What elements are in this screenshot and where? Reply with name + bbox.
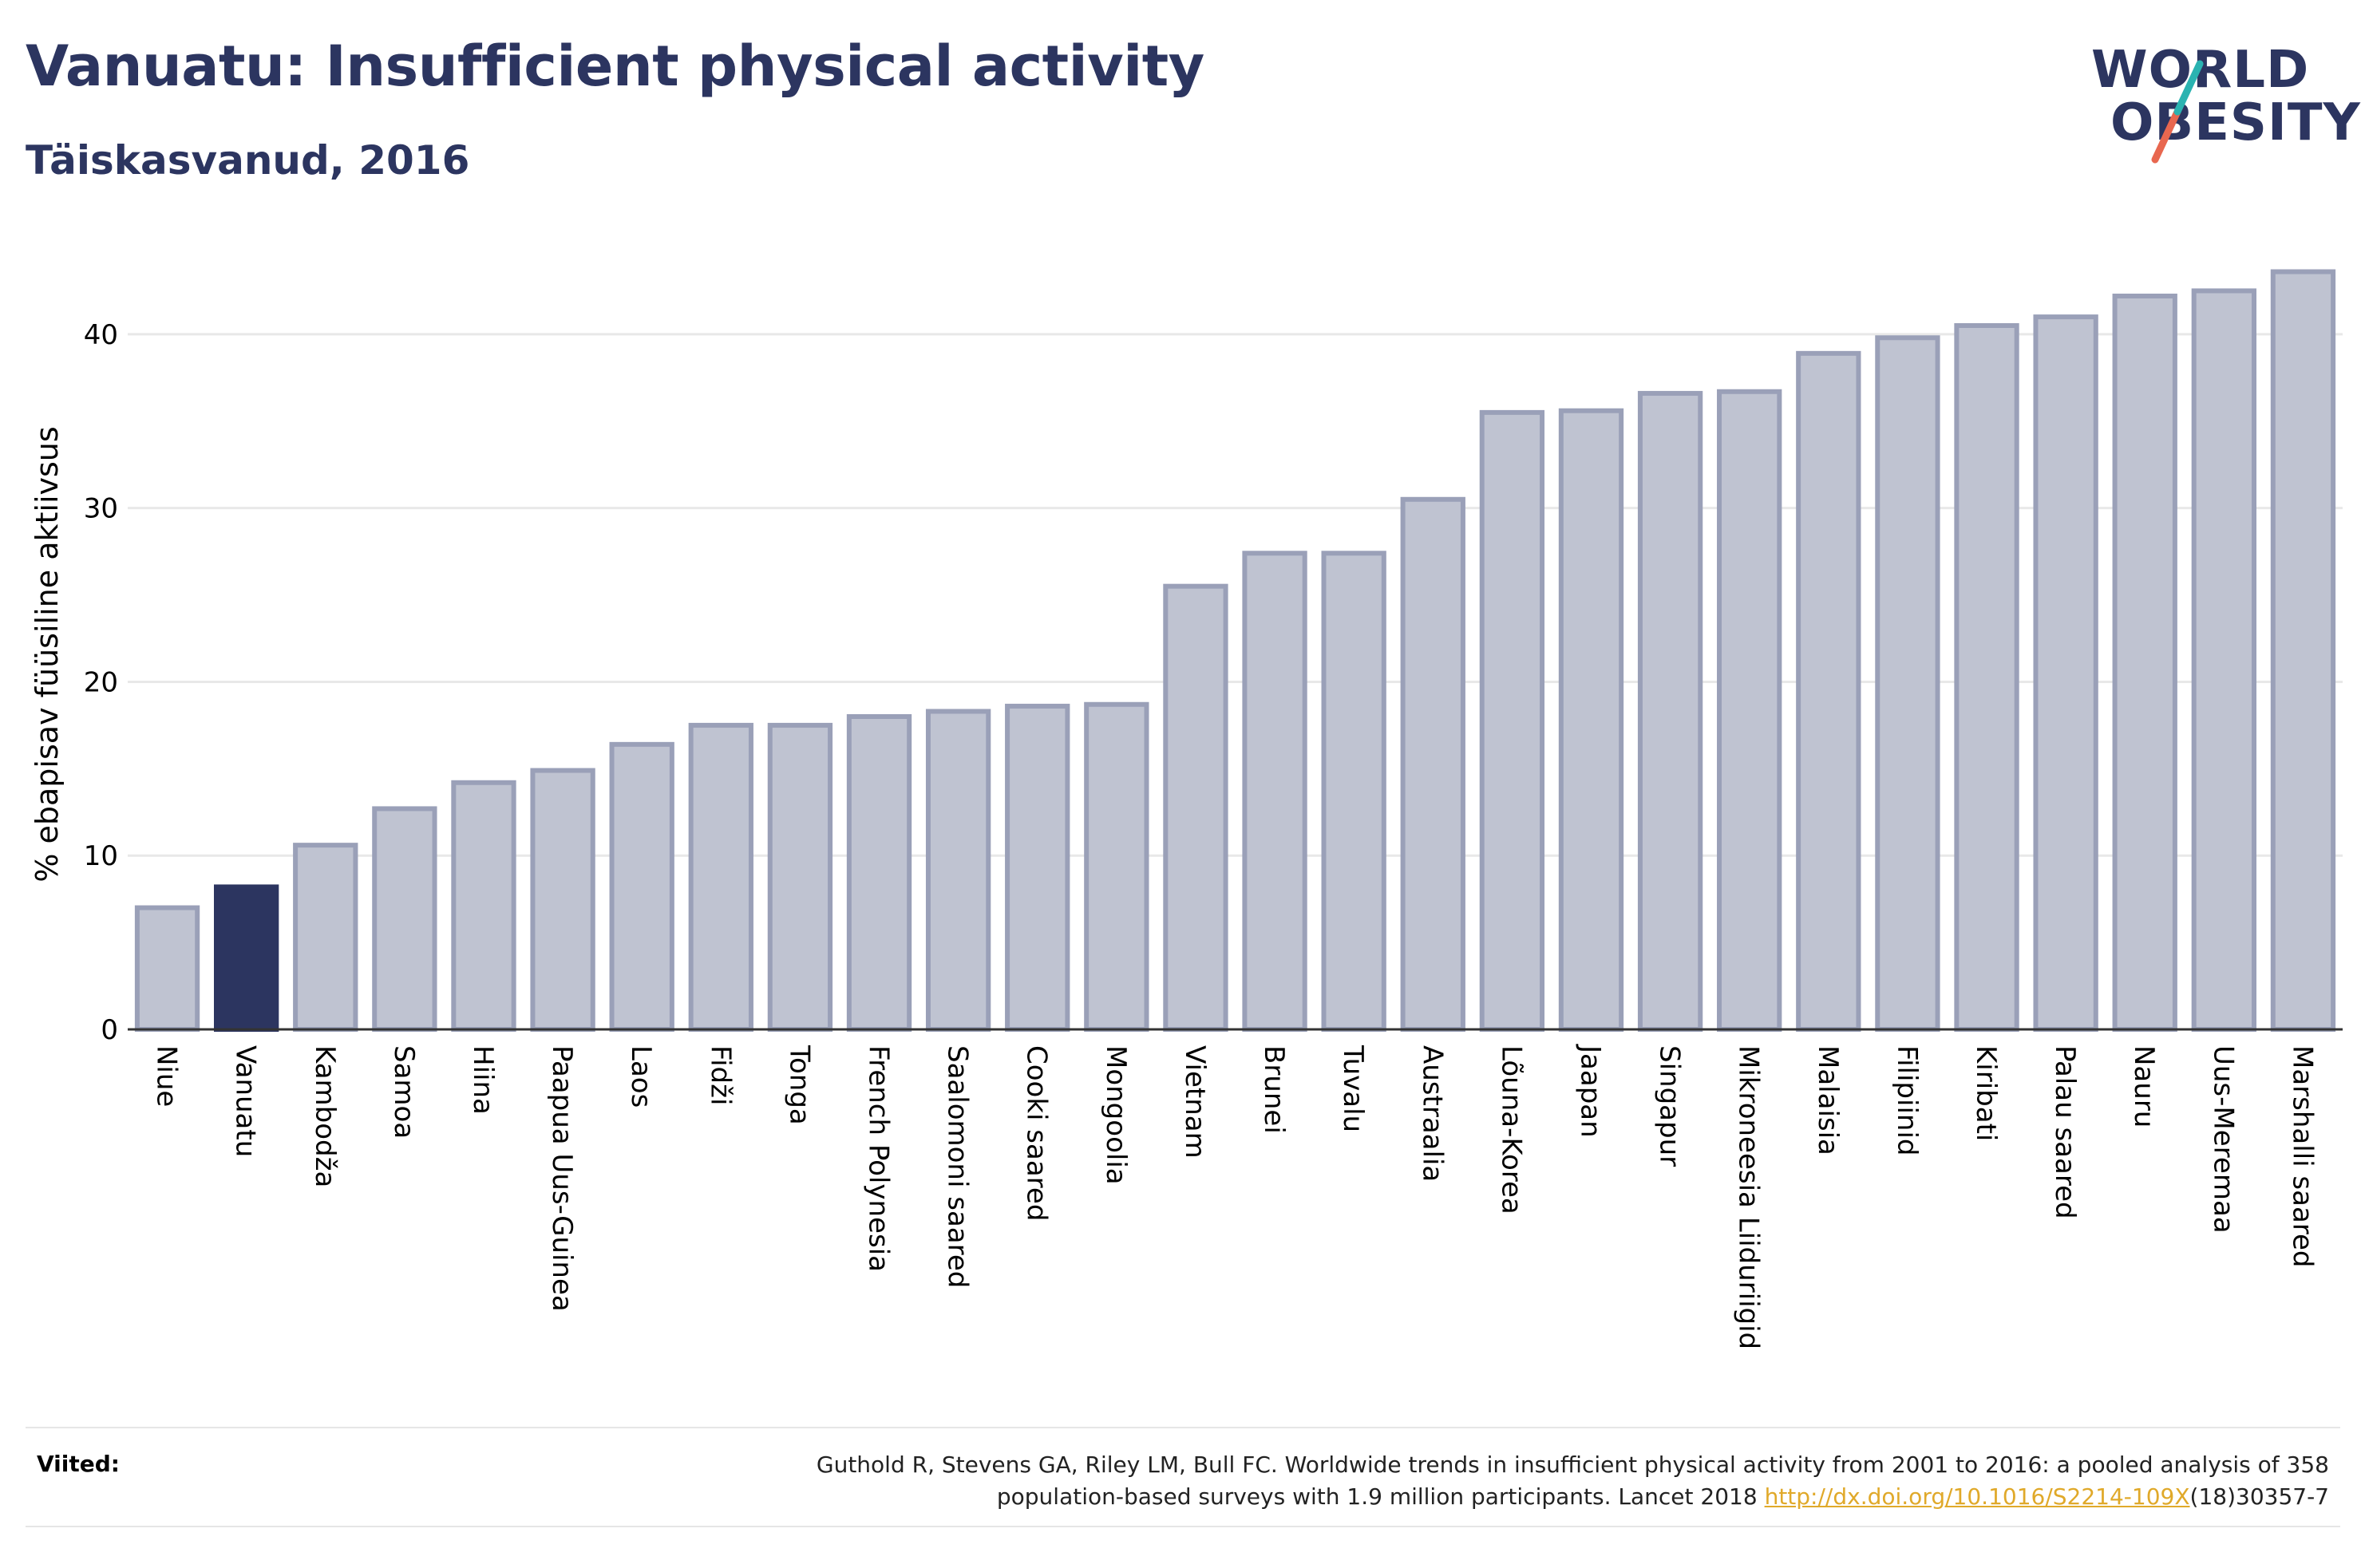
bar-uus-meremaa xyxy=(2191,288,2256,1032)
x-tick-label: Nauru xyxy=(2128,1045,2160,1128)
references-label: Viited: xyxy=(37,1451,120,1477)
bar-french-polynesia xyxy=(846,714,912,1032)
bars xyxy=(134,269,2336,1033)
x-tick-label: Samoa xyxy=(388,1045,420,1139)
x-tick-label: Jaapan xyxy=(1574,1044,1606,1138)
x-tick-label: Mongoolia xyxy=(1100,1045,1132,1185)
x-tick-labels: Niue Vanuatu Kambodža Samoa Hiina Paapua Uus-… xyxy=(151,1044,2319,1349)
bar-tonga xyxy=(767,722,833,1033)
chart-title: Vanuatu: Insufficient physical activity xyxy=(26,34,1204,99)
x-tick-label: Laos xyxy=(625,1045,657,1108)
x-tick-label: Hiina xyxy=(467,1045,499,1115)
bar-vietnam xyxy=(1163,583,1228,1032)
reference-line-3: (18)30357-7 xyxy=(2189,1483,2329,1510)
bar-chart: 0 10 20 30 40 Niue Vanuatu Kambodža Samoa Hiina P… xyxy=(30,269,2343,1349)
references-text: Guthold R, Stevens GA, Riley LM, Bull FC… xyxy=(493,1449,2329,1513)
bar-hiina xyxy=(451,780,516,1032)
y-tick-label: 20 xyxy=(84,666,118,698)
world-obesity-logo: WORLD OBESITY xyxy=(2075,24,2360,168)
x-tick-label: French Polynesia xyxy=(863,1045,895,1272)
x-tick-label: Filipiinid xyxy=(1891,1045,1923,1155)
x-tick-label: Kiribati xyxy=(1970,1045,2002,1141)
bar-brunei xyxy=(1242,551,1307,1032)
y-tick-label: 40 xyxy=(84,319,118,351)
bar-mongoolia xyxy=(1084,701,1149,1032)
x-tick-label: Tuvalu xyxy=(1337,1045,1369,1132)
bar-paapua-uus-guinea xyxy=(530,768,595,1032)
y-tick-labels: 0 10 20 30 40 xyxy=(84,319,118,1046)
bar-filipiinid xyxy=(1875,335,1940,1032)
bar-palau-saared xyxy=(2033,314,2098,1033)
logo-line-2: OBESITY xyxy=(2110,93,2361,152)
bar-laos xyxy=(609,741,674,1032)
bar-saalomoni-saared xyxy=(925,709,991,1032)
bar-vanuatu xyxy=(214,884,279,1033)
x-tick-label: Vanuatu xyxy=(230,1045,262,1157)
x-tick-label: Brunei xyxy=(1258,1045,1290,1134)
bar-cooki-saared xyxy=(1005,703,1070,1033)
bar-niue xyxy=(134,905,200,1032)
bar-jaapan xyxy=(1558,408,1624,1032)
x-tick-label: Uus-Meremaa xyxy=(2207,1045,2239,1234)
x-tick-label: Saalomoni saared xyxy=(942,1045,974,1288)
x-tick-label: Niue xyxy=(151,1045,183,1107)
x-tick-label: Cooki saared xyxy=(1021,1045,1053,1221)
x-tick-label: Lõuna-Korea xyxy=(1495,1045,1527,1215)
bar-austraalia xyxy=(1400,496,1465,1032)
bar-marshalli-saared xyxy=(2270,269,2336,1032)
chart-subtitle: Täiskasvanud, 2016 xyxy=(26,137,470,184)
x-tick-label: Marshalli saared xyxy=(2286,1045,2318,1268)
y-tick-label: 10 xyxy=(84,840,118,872)
x-tick-label: Palau saared xyxy=(2049,1045,2081,1219)
bar-nauru xyxy=(2112,293,2177,1032)
x-tick-label: Mikroneesia Liiduriigid xyxy=(1733,1045,1765,1349)
bar-samoa xyxy=(372,806,437,1033)
bar-fid-i xyxy=(688,722,753,1033)
bar-l-una-korea xyxy=(1479,409,1545,1032)
y-axis-label: % ebapisav füüsiline aktiivsus xyxy=(30,426,65,882)
y-tick-label: 30 xyxy=(84,493,118,525)
x-tick-label: Vietnam xyxy=(1179,1045,1211,1159)
x-tick-label: Austraalia xyxy=(1416,1045,1448,1182)
reference-doi-link[interactable]: http://dx.doi.org/10.1016/S2214-109X xyxy=(1764,1483,2190,1510)
footer-divider-top xyxy=(26,1427,2340,1428)
x-tick-label: Fidži xyxy=(704,1045,736,1105)
footer-divider-bottom xyxy=(26,1526,2340,1527)
bar-tuvalu xyxy=(1321,551,1386,1032)
y-tick-label: 0 xyxy=(101,1014,118,1046)
bar-kambod-a xyxy=(293,843,358,1032)
bar-mikroneesia-liiduriigid xyxy=(1717,389,1782,1032)
logo-slash-icon xyxy=(2151,60,2204,164)
bar-malaisia xyxy=(1796,350,1861,1033)
reference-line-2: population-based surveys with 1.9 millio… xyxy=(996,1483,1765,1510)
x-tick-label: Malaisia xyxy=(1812,1045,1844,1155)
bar-singapur xyxy=(1637,390,1703,1032)
x-tick-label: Kambodža xyxy=(309,1045,341,1187)
x-tick-label: Tonga xyxy=(783,1045,815,1125)
x-tick-label: Paapua Uus-Guinea xyxy=(546,1045,578,1312)
reference-line-1: Guthold R, Stevens GA, Riley LM, Bull FC… xyxy=(816,1451,2329,1478)
x-tick-label: Singapur xyxy=(1654,1045,1686,1167)
bar-kiribati xyxy=(1954,323,2019,1032)
